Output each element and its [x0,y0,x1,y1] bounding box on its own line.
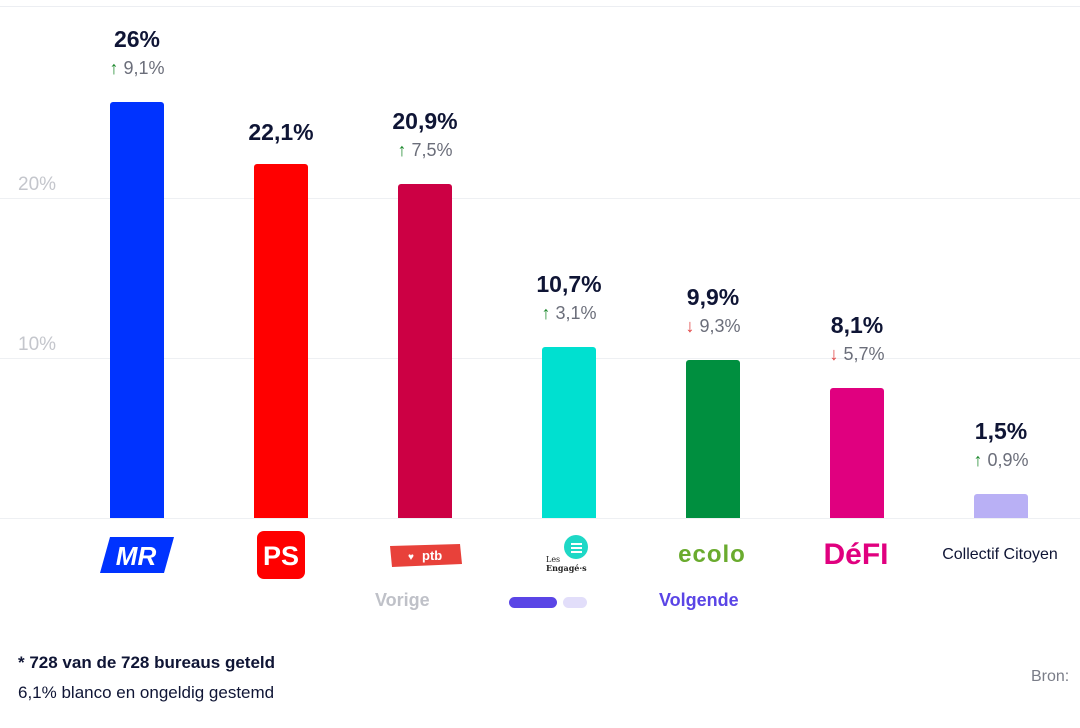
value-label: 9,9% [686,283,740,310]
change-value: 9,3% [699,315,741,336]
bar-ps[interactable] [254,164,308,518]
change-label: ↑ 9,1% [67,58,207,79]
counted-bureaus-note: * 728 van de 728 bureaus geteld [18,653,276,672]
logo-defi-text: DéFI [823,538,889,571]
change-value: 7,5% [411,139,453,160]
change-label: ↓ 5,7% [787,344,927,365]
page-indicator-inactive[interactable] [563,597,587,608]
arrow-up-icon: ↑ [973,450,983,470]
svg-text:♥: ♥ [408,552,414,563]
svg-text:Les: Les [546,555,560,564]
svg-text:ptb: ptb [422,548,442,563]
arrow-down-icon: ↓ [829,344,839,365]
baseline [0,518,1080,519]
logo-ps: PS [211,530,351,580]
y-tick-label: 10% [18,334,57,355]
change-value: 5,7% [843,344,885,365]
change-value: 3,1% [555,302,597,323]
gridline [0,358,1080,359]
logo-les-engages: Les Engagé·s [498,530,638,580]
value-label: 26% [113,26,161,52]
change-label: ↓ 9,3% [643,316,783,337]
logo-ecolo-text: ecolo [678,541,746,568]
collectif-citoyen-label: Collectif Citoyen [942,546,1058,563]
svg-text:Engagé·s: Engagé·s [546,563,587,573]
svg-text:PS: PS [263,541,299,571]
change-label: ↑ 0,9% [931,450,1071,471]
bar-ecolo[interactable] [686,359,740,518]
change-label: ↑ 3,1% [499,303,639,324]
page-indicator-active[interactable] [509,597,557,608]
gridline [0,198,1080,199]
bar-mr[interactable] [110,102,164,518]
logo-ptb: ♥ ptb [355,530,495,580]
bar-ptb[interactable] [398,183,452,518]
bar-d-fi[interactable] [830,388,884,518]
arrow-up-icon: ↑ [109,58,119,78]
logo-defi: DéFI [786,530,926,580]
logo-mr-text: MR [116,541,157,571]
blank-votes-note: 6,1% blanco en ongeldig gestemd [18,683,275,702]
value-label: 1,5% [974,418,1028,444]
value-label: 8,1% [830,312,884,339]
logo-ecolo: ecolo [642,530,782,580]
next-button[interactable]: Volgende [659,590,739,610]
arrow-up-icon: ↑ [541,302,551,323]
value-label: 22,1% [248,119,314,146]
change-value: 9,1% [123,58,165,78]
change-value: 0,9% [987,450,1029,470]
bar-les-engag-s[interactable] [542,346,596,518]
arrow-up-icon: ↑ [397,139,407,160]
source-label: Bron: [1031,668,1070,685]
value-label: 10,7% [536,270,602,297]
y-tick-label: 20% [18,174,57,195]
arrow-down-icon: ↓ [685,315,695,336]
prev-button[interactable]: Vorige [375,590,430,610]
value-label: 20,9% [392,107,458,134]
logo-collectif-citoyen: Collectif Citoyen [930,530,1070,580]
logo-mr: MR [67,530,207,580]
change-label: ↑ 7,5% [355,140,495,161]
bar-collectief-citoyen[interactable] [974,494,1028,518]
top-divider [0,6,1080,7]
